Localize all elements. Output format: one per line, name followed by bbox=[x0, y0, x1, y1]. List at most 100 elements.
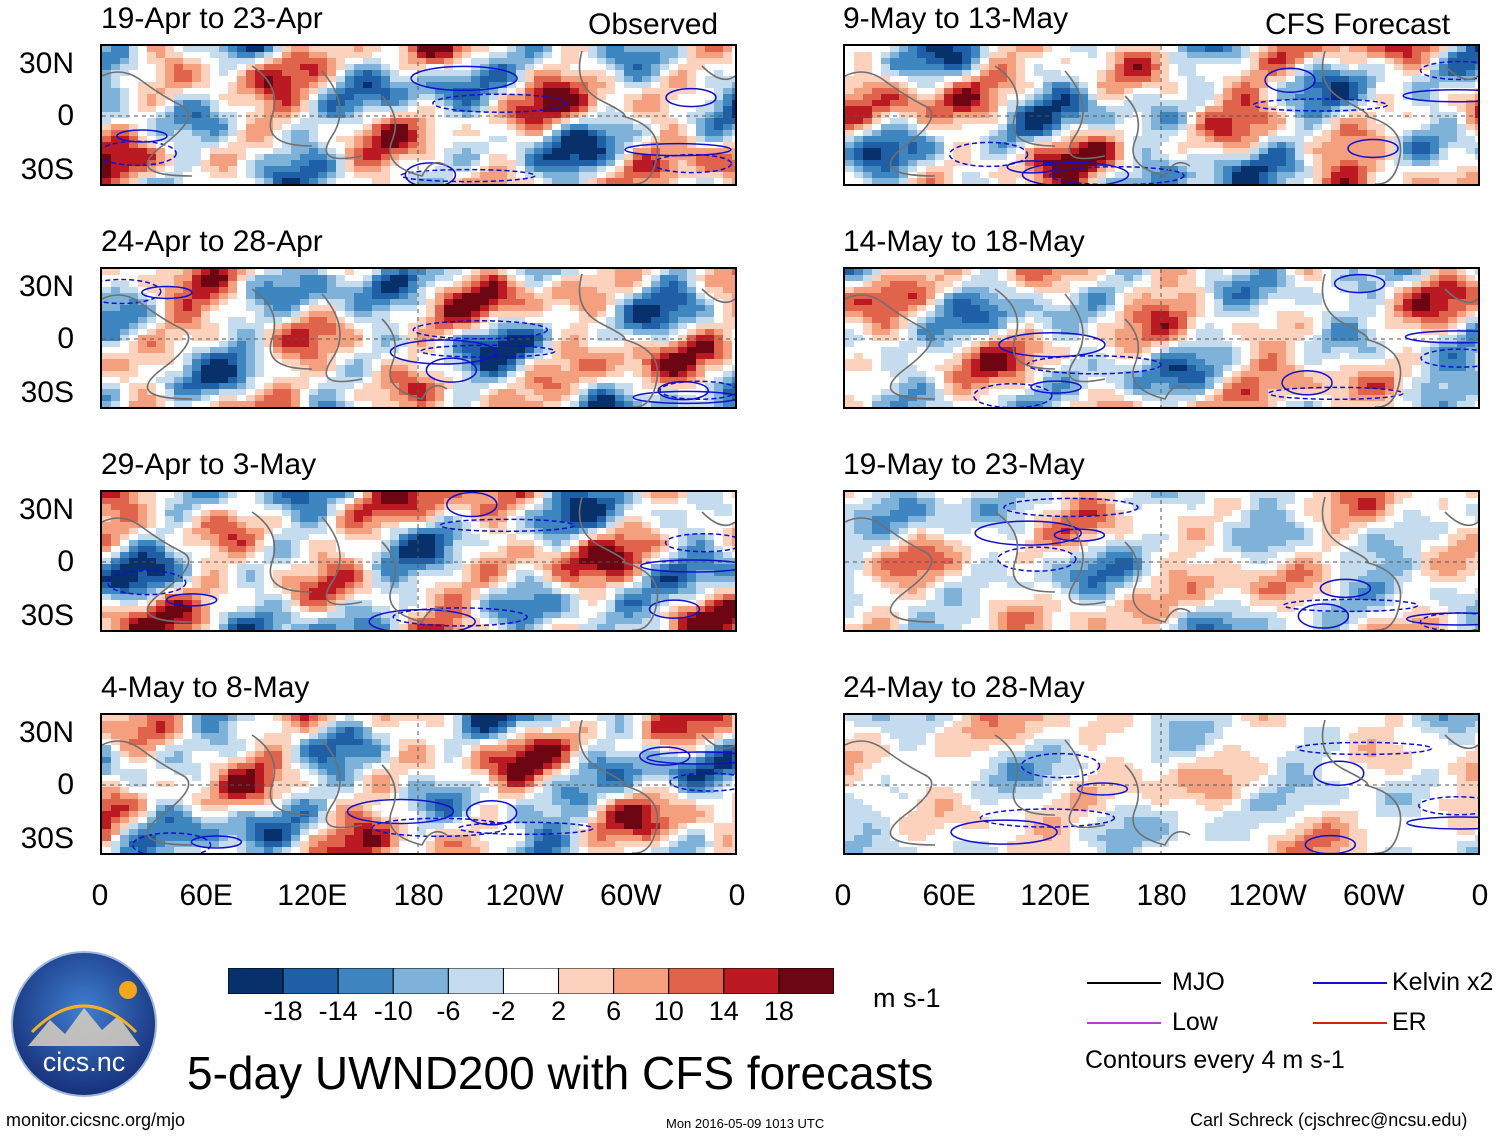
anomaly-cell bbox=[147, 570, 157, 577]
anomaly-cell bbox=[660, 546, 670, 553]
anomaly-cell bbox=[534, 359, 544, 366]
anomaly-cell bbox=[327, 124, 337, 131]
anomaly-cell bbox=[111, 570, 121, 577]
anomaly-cell bbox=[147, 82, 157, 89]
anomaly-cell bbox=[237, 383, 247, 390]
anomaly-cell bbox=[291, 558, 301, 565]
anomaly-cell bbox=[156, 112, 166, 119]
anomaly-cell bbox=[336, 588, 346, 595]
anomaly-cell bbox=[120, 172, 130, 179]
anomaly-cell bbox=[435, 323, 445, 330]
anomaly-cell bbox=[165, 70, 175, 77]
anomaly-cell bbox=[201, 130, 211, 137]
anomaly-cell bbox=[129, 558, 139, 565]
anomaly-cell bbox=[318, 383, 328, 390]
anomaly-cell bbox=[714, 576, 724, 583]
anomaly-cell bbox=[219, 299, 229, 306]
anomaly-cell bbox=[507, 275, 517, 282]
anomaly-cell bbox=[381, 281, 391, 288]
anomaly-cell bbox=[318, 401, 328, 407]
anomaly-cell bbox=[498, 64, 508, 71]
anomaly-cell bbox=[363, 311, 373, 318]
anomaly-cell bbox=[714, 359, 724, 366]
anomaly-cell bbox=[552, 178, 562, 184]
anomaly-cell bbox=[480, 82, 490, 89]
anomaly-cell bbox=[633, 395, 643, 402]
anomaly-cell bbox=[507, 317, 517, 324]
anomaly-cell bbox=[237, 178, 247, 184]
anomaly-cell bbox=[192, 371, 202, 378]
anomaly-cell bbox=[345, 94, 355, 101]
anomaly-cell bbox=[282, 546, 292, 553]
anomaly-cell bbox=[696, 172, 706, 179]
anomaly-cell bbox=[588, 118, 598, 125]
anomaly-cell bbox=[525, 492, 535, 499]
anomaly-cell bbox=[480, 52, 490, 59]
anomaly-cell bbox=[264, 136, 274, 143]
anomaly-cell bbox=[237, 504, 247, 511]
anomaly-cell bbox=[588, 58, 598, 65]
anomaly-cell bbox=[417, 275, 427, 282]
anomaly-cell bbox=[345, 612, 355, 619]
anomaly-cell bbox=[291, 64, 301, 71]
anomaly-cell bbox=[228, 178, 238, 184]
anomaly-cell bbox=[633, 618, 643, 625]
anomaly-cell bbox=[399, 335, 409, 342]
anomaly-cell bbox=[615, 130, 625, 137]
anomaly-cell bbox=[426, 82, 436, 89]
anomaly-cell bbox=[318, 528, 328, 535]
anomaly-cell bbox=[489, 299, 499, 306]
anomaly-cell bbox=[156, 142, 166, 149]
anomaly-cell bbox=[705, 570, 715, 577]
anomaly-cell bbox=[210, 570, 220, 577]
anomaly-cell bbox=[111, 504, 121, 511]
anomaly-cell bbox=[228, 311, 238, 318]
anomaly-cell bbox=[183, 76, 193, 83]
anomaly-cell bbox=[543, 317, 553, 324]
anomaly-cell bbox=[219, 82, 229, 89]
anomaly-cell bbox=[561, 564, 571, 571]
anomaly-cell bbox=[669, 600, 679, 607]
anomaly-cell bbox=[417, 540, 427, 547]
anomaly-cell bbox=[381, 389, 391, 396]
anomaly-cell bbox=[471, 136, 481, 143]
anomaly-cell bbox=[453, 624, 463, 630]
anomaly-cell bbox=[228, 317, 238, 324]
anomaly-cell bbox=[156, 94, 166, 101]
anomaly-cell bbox=[435, 492, 445, 499]
anomaly-cell bbox=[120, 130, 130, 137]
anomaly-cell bbox=[435, 570, 445, 577]
anomaly-cell bbox=[129, 552, 139, 559]
anomaly-cell bbox=[633, 504, 643, 511]
anomaly-cell bbox=[192, 510, 202, 517]
kelvin-contour bbox=[116, 129, 168, 143]
anomaly-cell bbox=[282, 166, 292, 173]
anomaly-cell bbox=[138, 154, 148, 161]
anomaly-cell bbox=[570, 546, 580, 553]
anomaly-cell bbox=[345, 498, 355, 505]
anomaly-cell bbox=[552, 576, 562, 583]
anomaly-cell bbox=[156, 76, 166, 83]
anomaly-cell bbox=[732, 124, 735, 131]
anomaly-cell bbox=[210, 564, 220, 571]
anomaly-cell bbox=[318, 269, 328, 276]
anomaly-cell bbox=[543, 576, 553, 583]
anomaly-cell bbox=[579, 353, 589, 360]
anomaly-cell bbox=[705, 118, 715, 125]
anomaly-cell bbox=[678, 606, 688, 613]
anomaly-cell bbox=[273, 76, 283, 83]
anomaly-cell bbox=[255, 564, 265, 571]
anomaly-cell bbox=[678, 76, 688, 83]
anomaly-cell bbox=[615, 58, 625, 65]
anomaly-cell bbox=[498, 76, 508, 83]
kelvin-contour bbox=[400, 168, 536, 183]
anomaly-cell bbox=[192, 570, 202, 577]
anomaly-cell bbox=[201, 498, 211, 505]
anomaly-cell bbox=[552, 329, 562, 336]
anomaly-cell bbox=[318, 353, 328, 360]
anomaly-cell bbox=[111, 401, 121, 407]
anomaly-cell bbox=[426, 269, 436, 276]
anomaly-cell bbox=[714, 124, 724, 131]
anomaly-cell bbox=[633, 124, 643, 131]
anomaly-cell bbox=[633, 359, 643, 366]
